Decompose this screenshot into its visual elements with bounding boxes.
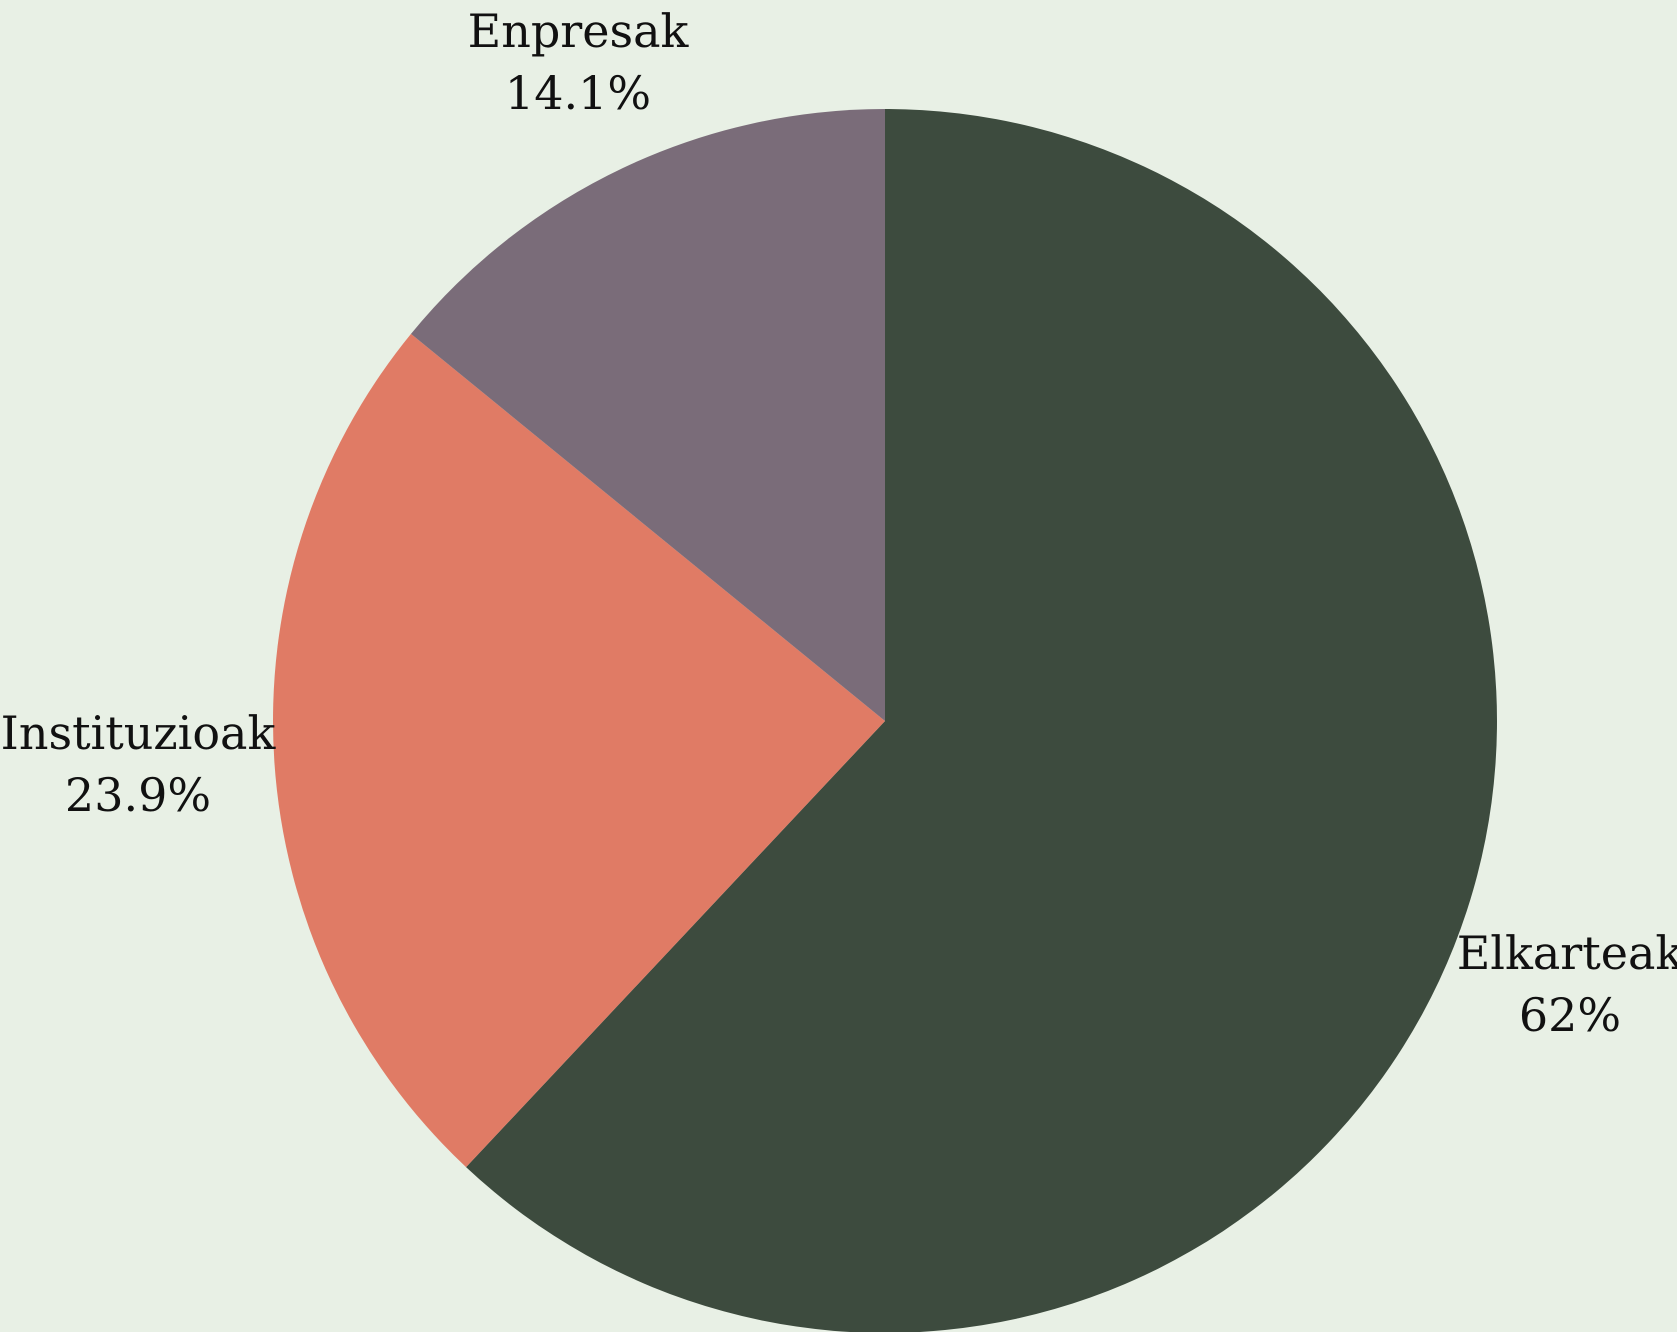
pie-labels: Elkarteak 62% Instituzioak 23.9% Enpresak 14.… [1,4,1677,1042]
slice-value-instituzioak: 23.9% [65,768,211,822]
slice-label-enpresak: Enpresak [468,4,690,58]
slice-label-instituzioak: Instituzioak [1,706,277,760]
pie-slice-enpresak [411,108,885,721]
slice-label-elkarteak: Elkarteak [1457,926,1677,980]
pie-slices [272,108,1497,1332]
slice-value-enpresak: 14.1% [505,66,651,120]
pie-slice-instituzioak [272,333,885,1168]
pie-slice-elkarteak [466,109,1497,1332]
slice-value-elkarteak: 62% [1519,988,1621,1042]
